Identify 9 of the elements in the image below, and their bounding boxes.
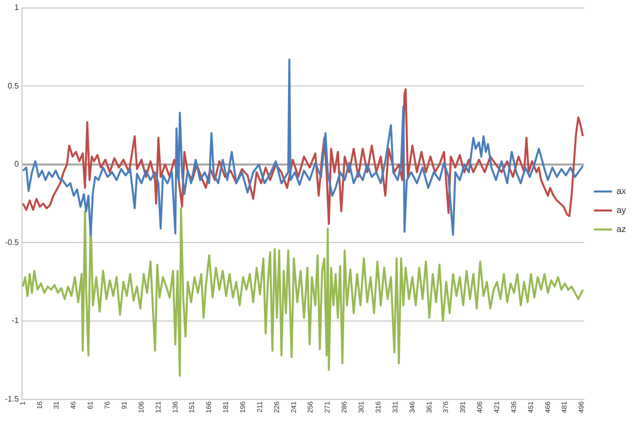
y-tick-label: -0.5 <box>4 238 20 247</box>
y-tick-label: 0.5 <box>8 81 20 90</box>
legend-label: ay <box>616 204 626 215</box>
y-tick-label: -1 <box>12 316 20 326</box>
y-tick-label: 1 <box>14 3 20 12</box>
y-tick-label: 0 <box>14 160 20 169</box>
legend-label: ax <box>616 186 626 196</box>
y-tick-label: -1.5 <box>4 394 20 404</box>
legend-label: az <box>616 224 626 234</box>
